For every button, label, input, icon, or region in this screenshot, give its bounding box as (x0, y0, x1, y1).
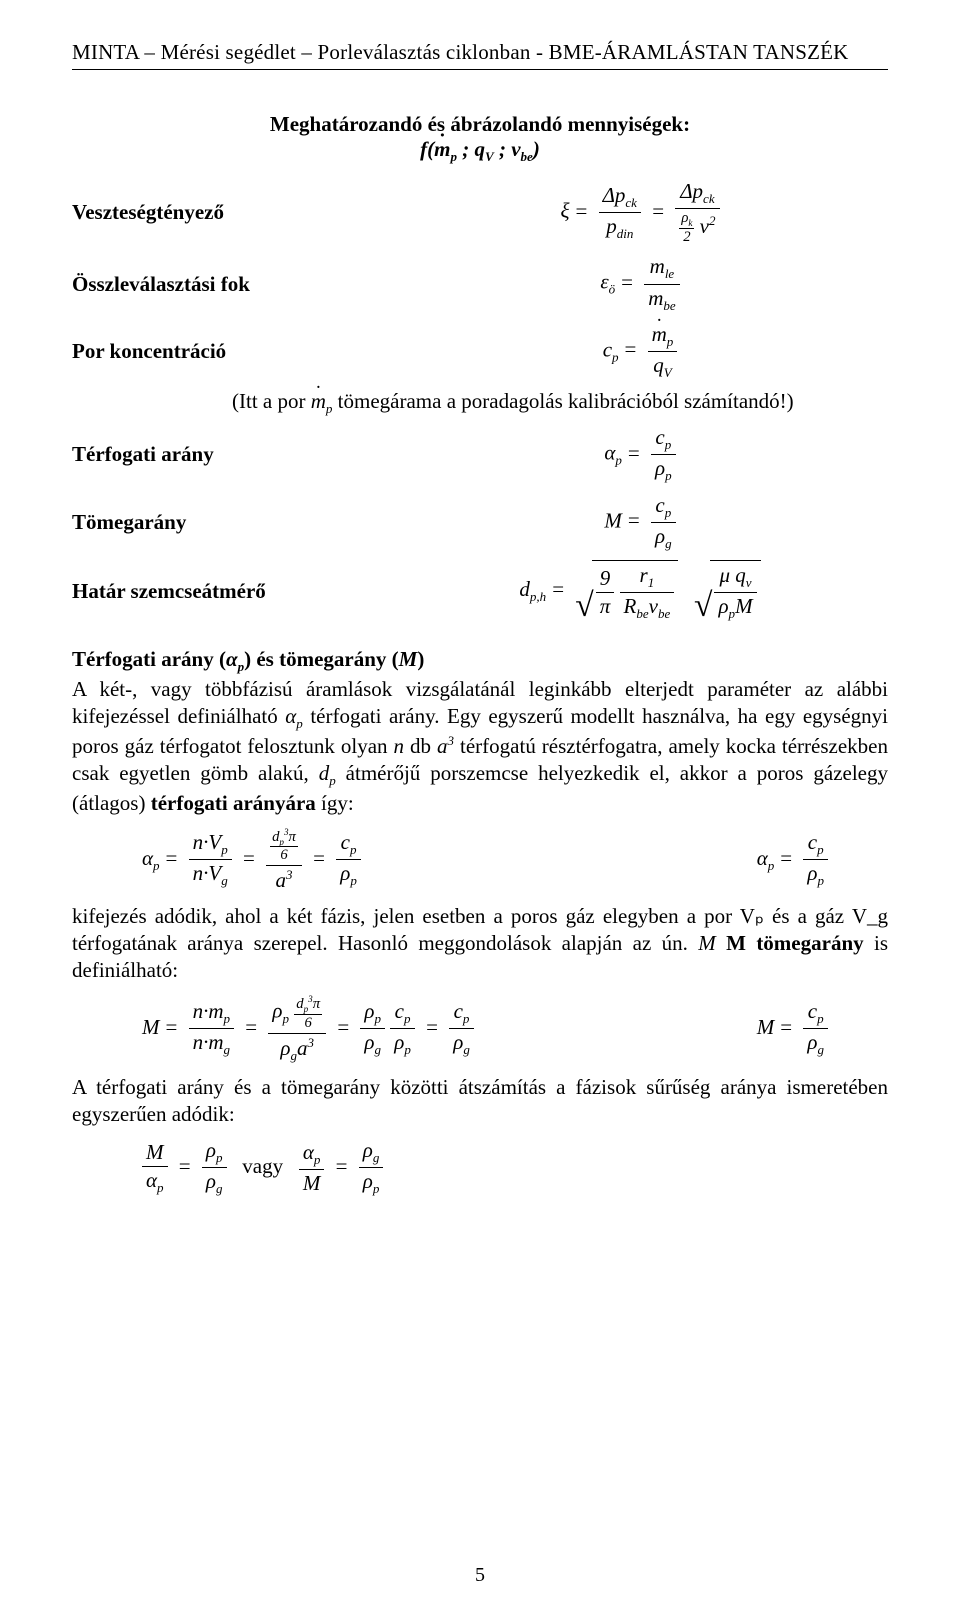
note-mass-flow: (Itt a por mp tömegárama a poradagolás k… (232, 389, 888, 417)
formula-alpha-derivation: αp= n·Vp n·Vg = dp3π 6 (142, 827, 888, 894)
page-number: 5 (0, 1564, 960, 1587)
label-limit-diameter: Határ szemcseátmérő (72, 579, 392, 604)
formula-eps: εö= mle mbe (392, 254, 888, 313)
formula-conversion: M αp = ρp ρg vagy αp M = (142, 1138, 888, 1198)
label-volume-fraction: Térfogati arány (72, 442, 392, 467)
formula-M-derivation: M= n·mp n·mg = ρp dp3π 6 (142, 994, 888, 1064)
paragraph-volume-mass-fraction: Térfogati arány (αp) és tömegarány (M) A… (72, 646, 888, 816)
paragraph-title: Térfogati arány (αp) és tömegarány (M) (72, 647, 424, 671)
formula-xi: ξ= Δpck pdin = Δpck ρk 2 v2 (392, 179, 888, 246)
label-separation-degree: Összleválasztási fok (72, 272, 392, 297)
paragraph-mass-fraction: kifejezés adódik, ahol a két fázis, jele… (72, 903, 888, 984)
formula-alpha-p: αp= cp ρp (392, 425, 888, 484)
label-mass-fraction: Tömegarány (72, 510, 392, 535)
function-signature: f(mp ; qV ; vbe) (72, 137, 888, 165)
section-subtitle: Meghatározandó és ábrázolandó mennyisége… (72, 112, 888, 137)
paragraph-conversion: A térfogati arány és a tömegarány között… (72, 1074, 888, 1128)
page-header: MINTA – Mérési segédlet – Porleválasztás… (72, 40, 888, 70)
label-loss-coefficient: Veszteségtényező (72, 200, 392, 225)
formula-dph: dp,h= √ 9 π r1 Rbevbe (392, 560, 888, 622)
label-dust-concentration: Por koncentráció (72, 339, 392, 364)
formula-M: M= cp ρg (392, 493, 888, 552)
formula-cp: cp= mp qV (392, 322, 888, 381)
